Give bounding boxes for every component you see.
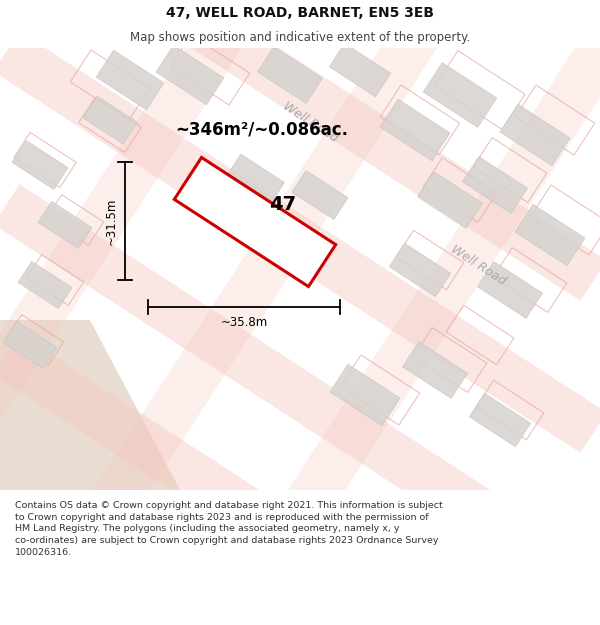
Text: Map shows position and indicative extent of the property.: Map shows position and indicative extent… — [130, 31, 470, 44]
Polygon shape — [330, 364, 400, 426]
Polygon shape — [0, 31, 600, 452]
Polygon shape — [0, 0, 600, 301]
Text: Well Road: Well Road — [448, 242, 508, 288]
Polygon shape — [0, 184, 600, 606]
Text: ~346m²/~0.086ac.: ~346m²/~0.086ac. — [175, 121, 348, 139]
Polygon shape — [500, 104, 570, 166]
Polygon shape — [83, 96, 137, 144]
Text: ~31.5m: ~31.5m — [104, 198, 118, 244]
Polygon shape — [54, 0, 476, 576]
Polygon shape — [418, 172, 482, 228]
Polygon shape — [389, 243, 451, 297]
Polygon shape — [3, 321, 57, 369]
Polygon shape — [12, 141, 68, 189]
Polygon shape — [380, 99, 450, 161]
Polygon shape — [249, 0, 600, 576]
Polygon shape — [257, 47, 322, 103]
Polygon shape — [174, 158, 336, 286]
Polygon shape — [38, 201, 92, 249]
Polygon shape — [478, 262, 542, 318]
Polygon shape — [0, 0, 281, 576]
Polygon shape — [0, 334, 600, 625]
Polygon shape — [226, 154, 284, 206]
Polygon shape — [156, 45, 224, 105]
Text: ~35.8m: ~35.8m — [220, 316, 268, 329]
Polygon shape — [262, 236, 318, 284]
Polygon shape — [292, 171, 348, 219]
Polygon shape — [18, 261, 72, 309]
Polygon shape — [515, 204, 585, 266]
Text: Well Road: Well Road — [280, 99, 340, 144]
Polygon shape — [329, 43, 391, 97]
Polygon shape — [403, 342, 467, 398]
Text: Contains OS data © Crown copyright and database right 2021. This information is : Contains OS data © Crown copyright and d… — [15, 501, 443, 557]
Polygon shape — [469, 393, 530, 447]
Polygon shape — [463, 157, 527, 213]
Text: 47: 47 — [269, 194, 296, 214]
Polygon shape — [0, 320, 180, 490]
Polygon shape — [96, 50, 164, 110]
Polygon shape — [423, 62, 497, 127]
Text: 47, WELL ROAD, BARNET, EN5 3EB: 47, WELL ROAD, BARNET, EN5 3EB — [166, 6, 434, 21]
